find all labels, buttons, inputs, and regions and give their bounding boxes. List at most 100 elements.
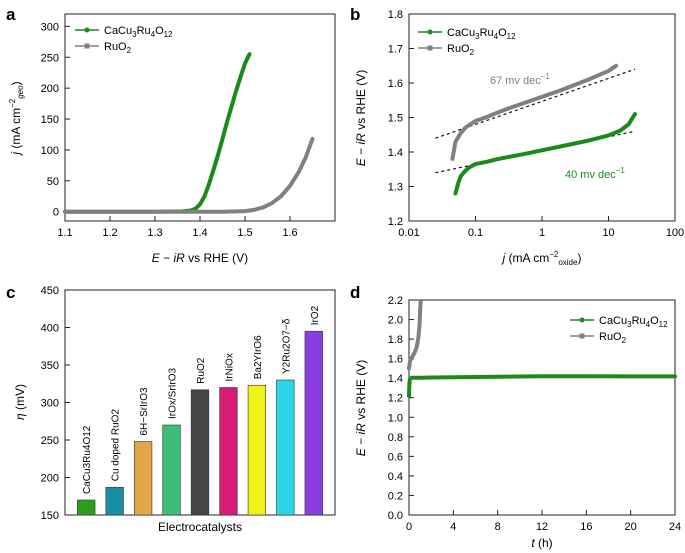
y-tick-label: 1.6 — [388, 78, 403, 90]
y-tick-label: 200 — [41, 83, 59, 95]
series-line-RuO2 — [63, 136, 315, 214]
x-tick-label: 20 — [625, 521, 637, 533]
data-point — [407, 394, 411, 398]
x-tick-label: 1 — [539, 227, 545, 239]
data-point — [418, 310, 422, 314]
data-point — [520, 102, 524, 106]
y-tick-label: 150 — [41, 510, 59, 522]
data-point — [540, 95, 544, 99]
data-point — [463, 126, 467, 130]
data-point — [463, 169, 467, 173]
y-tick-label: 1.2 — [388, 216, 403, 228]
bar-label: IrOx/SrIrO3 — [168, 367, 179, 419]
series-line-CaCu3Ru4O12 — [453, 112, 637, 196]
y-tick-label: 200 — [41, 473, 59, 485]
panel-b-chart: 0.01 0.1 1 10 100 1.2 1.3 1.4 1.5 1.6 1.7 1.8 CaCu3… — [354, 9, 684, 267]
y-tick-label: 1.5 — [388, 113, 403, 125]
legend-gray-label: RuO2 — [599, 331, 627, 345]
data-point — [429, 375, 433, 379]
data-point — [297, 170, 301, 174]
y-tick-label: 0.4 — [388, 471, 403, 483]
legend-green-label: CaCu3Ru4O12 — [599, 315, 668, 329]
legend-gray-dot — [579, 333, 585, 339]
bar-label: IrO2 — [310, 305, 321, 325]
series-line-CaCu3Ru4O12 — [407, 374, 677, 398]
data-point — [673, 374, 677, 378]
legend-gray-dot — [427, 45, 433, 51]
bar-label: Y2Ru2O7−δ — [281, 318, 292, 374]
y-tick-label: 300 — [41, 21, 59, 33]
data-point — [451, 375, 455, 379]
data-point — [243, 209, 247, 213]
y-tick-label: 150 — [41, 114, 59, 126]
annotation-67: 67 mv dec−1 — [490, 72, 550, 87]
data-point — [467, 123, 471, 127]
panel-a-xlabel: E − iR vs RHE (V) — [152, 251, 248, 265]
bar-Cu doped RuO2 — [105, 486, 124, 516]
y-tick-label: 400 — [41, 323, 59, 335]
panel-d-chart: 0 4 8 12 16 20 24 0.0 0.2 0.4 0.6 0.8 1.0 1.2 1.4 1.6 1.… — [354, 295, 681, 550]
data-point — [216, 153, 220, 157]
bar-CaCu3Ru4O12 — [77, 499, 96, 516]
data-point — [505, 155, 509, 159]
data-point — [456, 181, 460, 185]
data-point — [633, 112, 637, 116]
legend-gray-label: RuO2 — [104, 41, 132, 55]
data-point — [505, 107, 509, 111]
legend-gray-dot — [84, 43, 90, 49]
x-tick-label: 1.4 — [192, 227, 207, 239]
x-tick-label: 16 — [580, 521, 592, 533]
legend-green-dot — [579, 317, 585, 323]
y-tick-label: 1.0 — [388, 412, 403, 424]
data-point — [560, 144, 564, 148]
annotation-40: 40 mv dec−1 — [565, 166, 625, 181]
bar-label: Cu doped RuO2 — [111, 409, 122, 482]
panel-c-label: c — [6, 283, 15, 302]
data-point — [408, 380, 412, 384]
x-tick-label: 1.5 — [237, 227, 252, 239]
bar-IrOx/SrIrO3 — [162, 424, 181, 516]
data-point — [234, 89, 238, 93]
data-point — [221, 137, 224, 141]
series-line-CaCu3Ru4O12 — [63, 52, 252, 214]
y-tick-label: 1.3 — [388, 182, 403, 194]
data-point — [453, 191, 457, 195]
panel-b-xlabel: j (mA cm−2oxide) — [501, 250, 582, 267]
bar-label: RuO2 — [196, 357, 207, 384]
data-point — [230, 105, 233, 109]
data-point — [540, 374, 544, 378]
y-tick-label: 350 — [41, 360, 59, 372]
data-point — [418, 376, 422, 380]
data-point — [474, 162, 477, 166]
data-point — [485, 115, 489, 119]
data-point — [413, 351, 417, 355]
panel-b-label: b — [350, 5, 360, 24]
legend-gray-label: RuO2 — [447, 43, 475, 57]
data-point — [252, 208, 256, 212]
panel-d-ylabel: E − iR vs RHE (V) — [354, 360, 368, 456]
legend-green-label: CaCu3Ru4O12 — [104, 25, 173, 39]
data-point — [560, 88, 564, 92]
x-tick-label: 12 — [536, 521, 548, 533]
bar-Ba2YIrO6 — [247, 384, 267, 516]
data-point — [450, 157, 454, 161]
panel-b-ylabel: E − iR vs RHE (V) — [354, 70, 368, 166]
data-point — [494, 111, 498, 115]
bar-label: Ba2YIrO6 — [253, 335, 264, 379]
data-point — [540, 148, 544, 152]
y-tick-label: 250 — [41, 52, 59, 64]
y-tick-label: 1.4 — [388, 373, 403, 385]
data-point — [584, 374, 588, 378]
data-point — [279, 194, 283, 198]
data-point — [261, 205, 265, 209]
y-tick-label: 1.7 — [388, 44, 403, 56]
bar-Y2Ru2O7−δ — [276, 379, 295, 516]
y-tick-label: 1.2 — [388, 393, 403, 405]
x-tick-label: 1.6 — [282, 227, 297, 239]
y-tick-label: 100 — [41, 145, 59, 157]
data-point — [311, 137, 314, 141]
bar-IrO2 — [304, 330, 323, 516]
data-point — [496, 375, 500, 379]
panel-c-xlabel: Electrocatalysts — [158, 520, 242, 534]
